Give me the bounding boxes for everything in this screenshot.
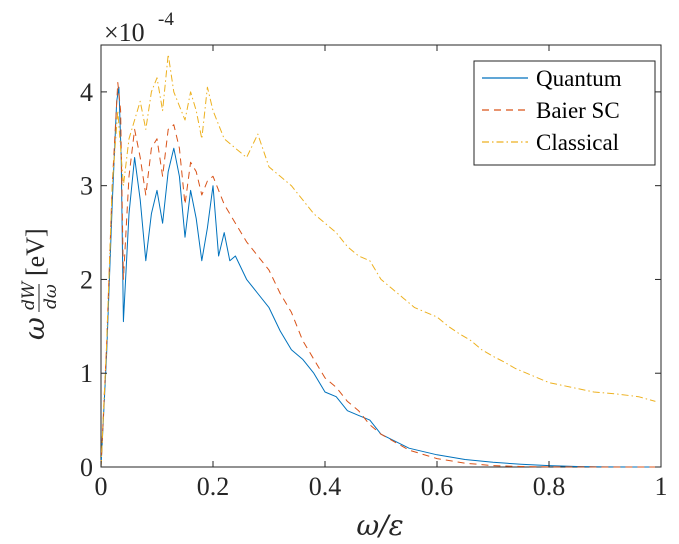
x-tick-label: 0.4 bbox=[309, 472, 342, 501]
legend-label: Baier SC bbox=[536, 98, 620, 123]
y-axis-label-denominator: dω bbox=[41, 284, 61, 309]
y-tick-label: 1 bbox=[80, 359, 93, 388]
ticks-layer: 0 0.2 0.4 0.6 0.8 1 0 1 2 3 4 bbox=[80, 45, 668, 501]
x-axis-label: ω/ε bbox=[356, 509, 403, 542]
y-axis-label-numerator: dW bbox=[19, 280, 39, 310]
series-line-baier-sc bbox=[100, 82, 662, 468]
series-line-classical bbox=[100, 53, 656, 468]
legend-label: Classical bbox=[536, 130, 619, 155]
y-axis-label: ω dW dω [eV] bbox=[18, 228, 61, 340]
x-tick-label: 0 bbox=[95, 472, 108, 501]
legend-label: Quantum bbox=[536, 66, 622, 91]
y-tick-label: 0 bbox=[80, 453, 93, 482]
legend: Quantum Baier SC Classical bbox=[473, 60, 656, 166]
y-tick-label: 2 bbox=[80, 265, 93, 294]
series-line-quantum bbox=[100, 86, 662, 468]
y-exponent-power: -4 bbox=[158, 9, 174, 30]
y-axis-label-unit: [eV] bbox=[21, 228, 50, 276]
x-tick-label: 1 bbox=[655, 472, 668, 501]
y-tick-label: 4 bbox=[80, 78, 93, 107]
series-layer bbox=[100, 53, 662, 468]
y-exponent-base: ×10 bbox=[104, 18, 145, 47]
x-tick-label: 0.8 bbox=[533, 472, 566, 501]
y-axis-label-prefix: ω bbox=[18, 317, 51, 340]
y-tick-label: 3 bbox=[80, 172, 93, 201]
x-tick-label: 0.6 bbox=[421, 472, 454, 501]
x-tick-label: 0.2 bbox=[197, 472, 230, 501]
